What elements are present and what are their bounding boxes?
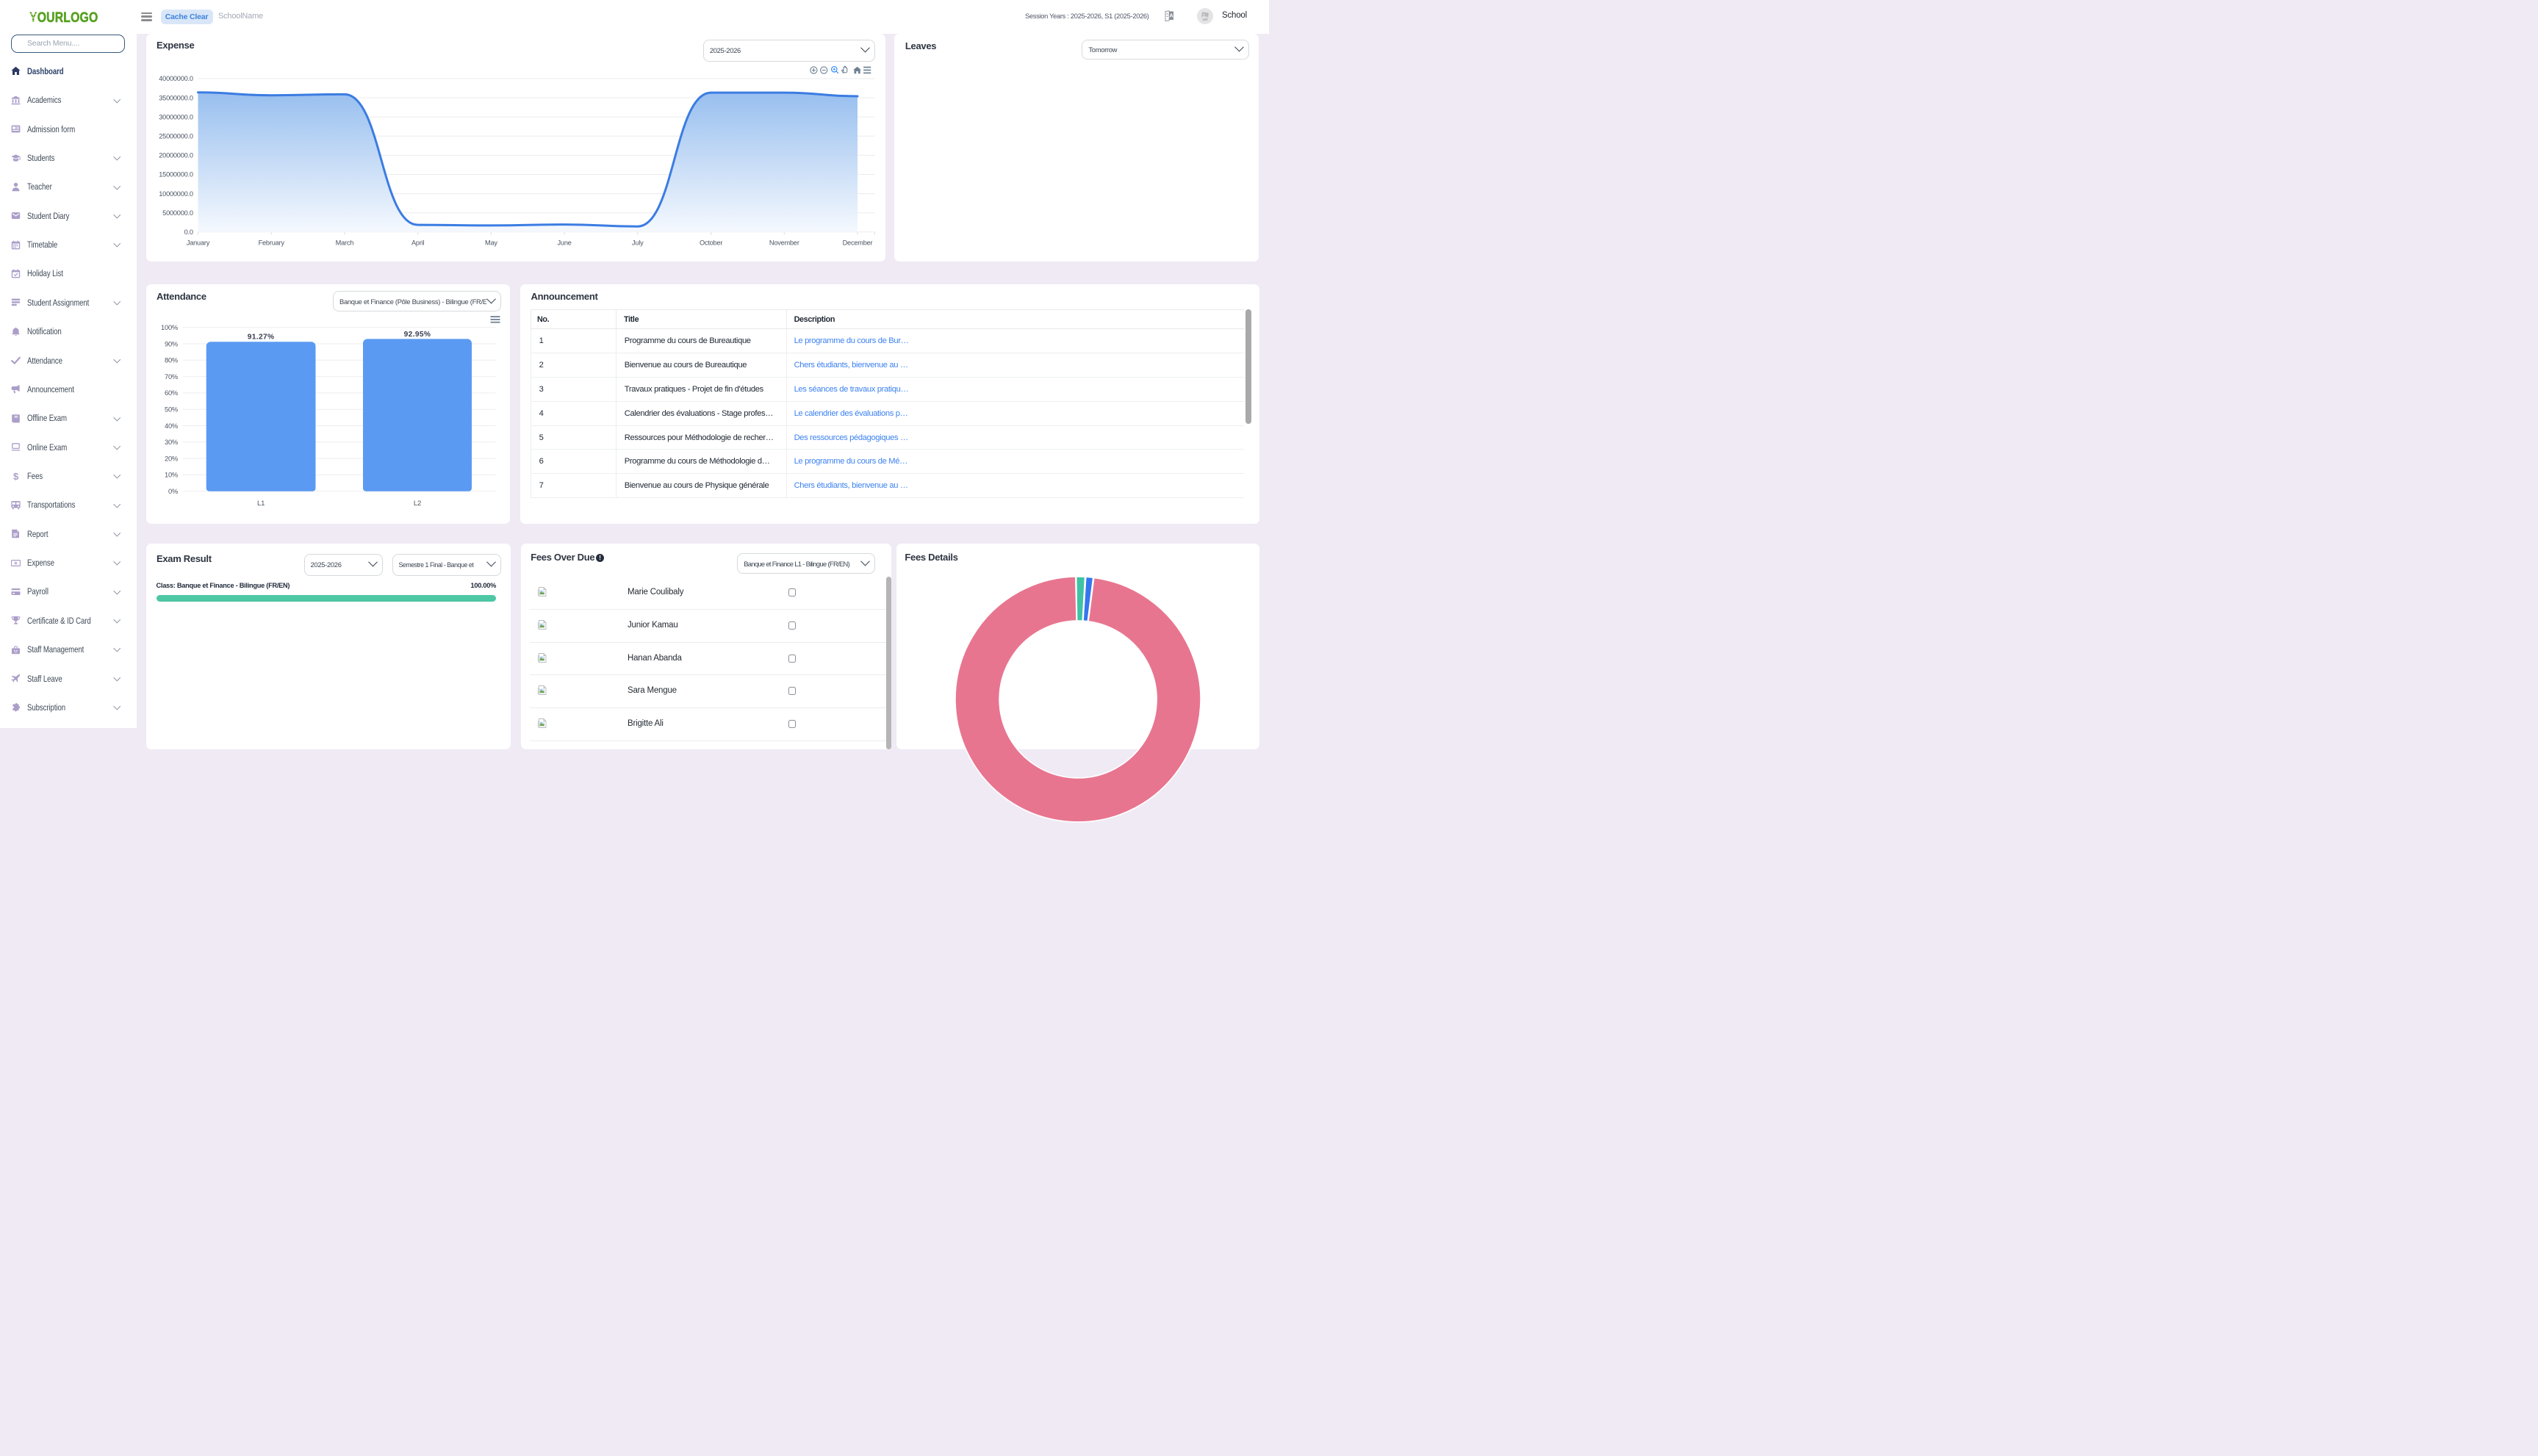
svg-text:20000000.0: 20000000.0 [159,151,193,159]
svg-text:15000000.0: 15000000.0 [159,170,193,178]
svg-text:$: $ [13,472,19,481]
svg-text:NO IMAGE: NO IMAGE [1203,18,1209,21]
svg-text:February: February [258,239,284,246]
svg-text:50%: 50% [165,406,178,413]
svg-text:20%: 20% [165,455,178,462]
svg-text:92.95%: 92.95% [403,331,431,339]
svg-text:0%: 0% [168,488,177,495]
svg-text:70%: 70% [165,373,178,381]
svg-text:May: May [485,239,497,246]
svg-text:40000000.0: 40000000.0 [159,75,193,82]
svg-text:AVAILABLE: AVAILABLE [1202,19,1208,21]
svg-text:October: October [699,239,722,246]
svg-text:91.27%: 91.27% [247,333,274,341]
svg-text:90%: 90% [165,340,178,347]
svg-text:0: 0 [15,561,17,564]
svg-text:25000000.0: 25000000.0 [159,132,193,140]
svg-text:March: March [335,239,353,246]
svg-text:June: June [557,239,571,246]
svg-text:January: January [186,239,209,246]
svg-text:December: December [842,239,872,246]
svg-text:40%: 40% [165,422,178,430]
svg-text:5000000.0: 5000000.0 [162,209,193,216]
svg-text:0.0: 0.0 [184,228,193,236]
svg-text:30%: 30% [165,439,178,446]
svg-text:80%: 80% [165,356,178,364]
svg-text:L2: L2 [413,500,420,508]
svg-text:July: July [632,239,644,246]
svg-text:60%: 60% [165,389,178,397]
svg-text:10000000.0: 10000000.0 [159,190,193,197]
svg-text:November: November [769,239,799,246]
svg-text:35000000.0: 35000000.0 [159,94,193,101]
svg-text:A: A [1169,12,1173,19]
svg-text:100%: 100% [161,324,178,331]
svg-text:L1: L1 [257,500,265,508]
svg-text:April: April [411,239,425,246]
svg-text:30000000.0: 30000000.0 [159,113,193,120]
svg-text:10%: 10% [165,471,178,478]
